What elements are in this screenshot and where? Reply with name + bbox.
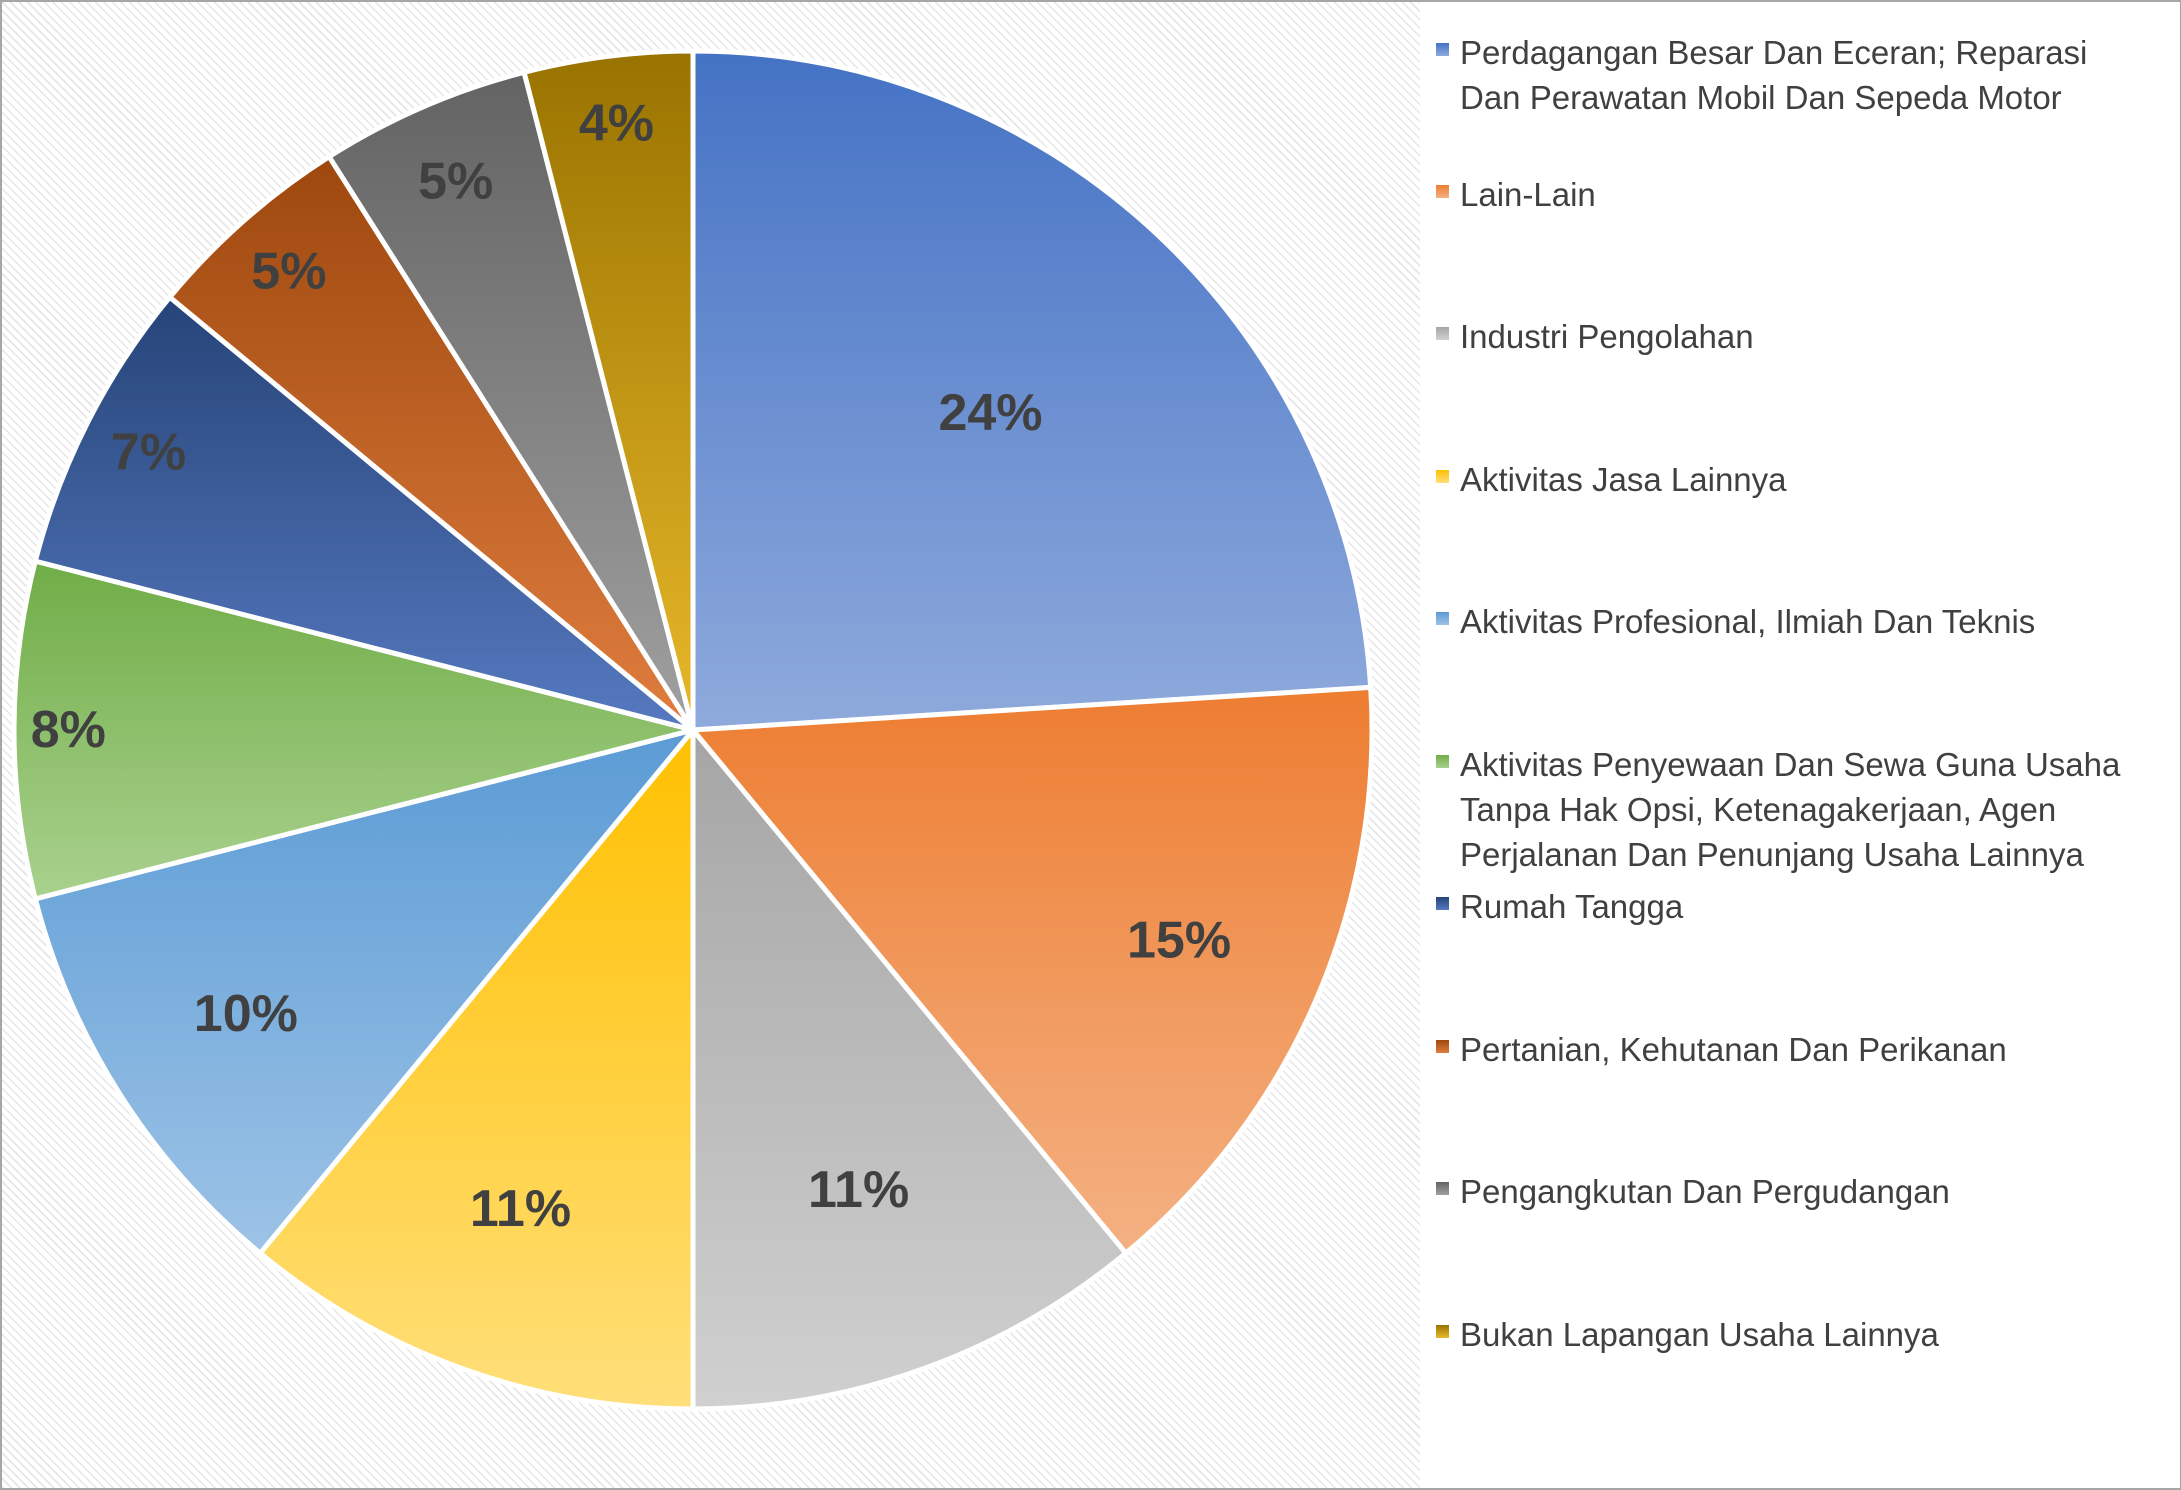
legend-label: Pengangkutan Dan Pergudangan xyxy=(1460,1173,1950,1210)
data-label: 4% xyxy=(579,95,654,153)
legend-swatch xyxy=(1436,43,1449,56)
pie-slice xyxy=(32,294,696,733)
pie-slice xyxy=(690,684,1375,1256)
pie-slice xyxy=(32,727,696,1256)
data-label: 24% xyxy=(938,384,1042,442)
legend-swatch xyxy=(1436,185,1449,198)
pie-slice xyxy=(257,727,696,1412)
legend-swatch xyxy=(1436,755,1449,768)
pie-slice xyxy=(521,48,696,733)
pie-slices xyxy=(11,48,1375,1412)
legend-label: Bukan Lapangan Usaha Lainnya xyxy=(1460,1316,1939,1353)
pie-slice xyxy=(11,558,696,902)
legend: Perdagangan Besar Dan Eceran; Reparasi D… xyxy=(1420,2,2180,1488)
pie-chart: 24% 15% 11% 11% 10% 8% 7% 5% 5% 4% xyxy=(11,48,1375,1412)
pie-slice xyxy=(326,69,696,733)
legend-label: Aktivitas Jasa Lainnya xyxy=(1460,461,1787,498)
legend-swatch xyxy=(1436,897,1449,910)
legend-label: Lain-Lain xyxy=(1460,176,1596,213)
pie-slice xyxy=(690,48,1374,733)
data-label: 11% xyxy=(470,1180,571,1238)
legend-label: Industri Pengolahan xyxy=(1460,318,1754,355)
data-label: 5% xyxy=(418,153,493,211)
legend-label: Aktivitas Profesional, Ilmiah Dan Teknis xyxy=(1460,603,2036,640)
data-label: 8% xyxy=(31,701,106,759)
data-label: 15% xyxy=(1127,911,1231,969)
legend-swatch xyxy=(1436,470,1449,483)
legend-swatch xyxy=(1436,327,1449,340)
pie-data-labels: 24% 15% 11% 11% 10% 8% 7% 5% 5% 4% xyxy=(31,95,1231,1238)
legend-swatch xyxy=(1436,612,1449,625)
legend-swatch xyxy=(1436,1040,1449,1053)
pie-slice xyxy=(690,727,1129,1412)
pie-slice xyxy=(167,154,696,733)
data-label: 11% xyxy=(808,1161,909,1219)
legend-label: Aktivitas Penyewaan Dan Sewa Guna Usaha … xyxy=(1460,746,2121,873)
legend-swatch xyxy=(1436,1182,1449,1195)
legend-label: Perdagangan Besar Dan Eceran; Reparasi D… xyxy=(1460,34,2088,116)
data-label: 10% xyxy=(194,985,298,1043)
data-label: 5% xyxy=(251,243,326,301)
legend-label: Pertanian, Kehutanan Dan Perikanan xyxy=(1460,1031,2007,1068)
data-label: 7% xyxy=(111,424,186,482)
legend-label: Rumah Tangga xyxy=(1460,888,1684,925)
legend-swatch xyxy=(1436,1325,1449,1338)
